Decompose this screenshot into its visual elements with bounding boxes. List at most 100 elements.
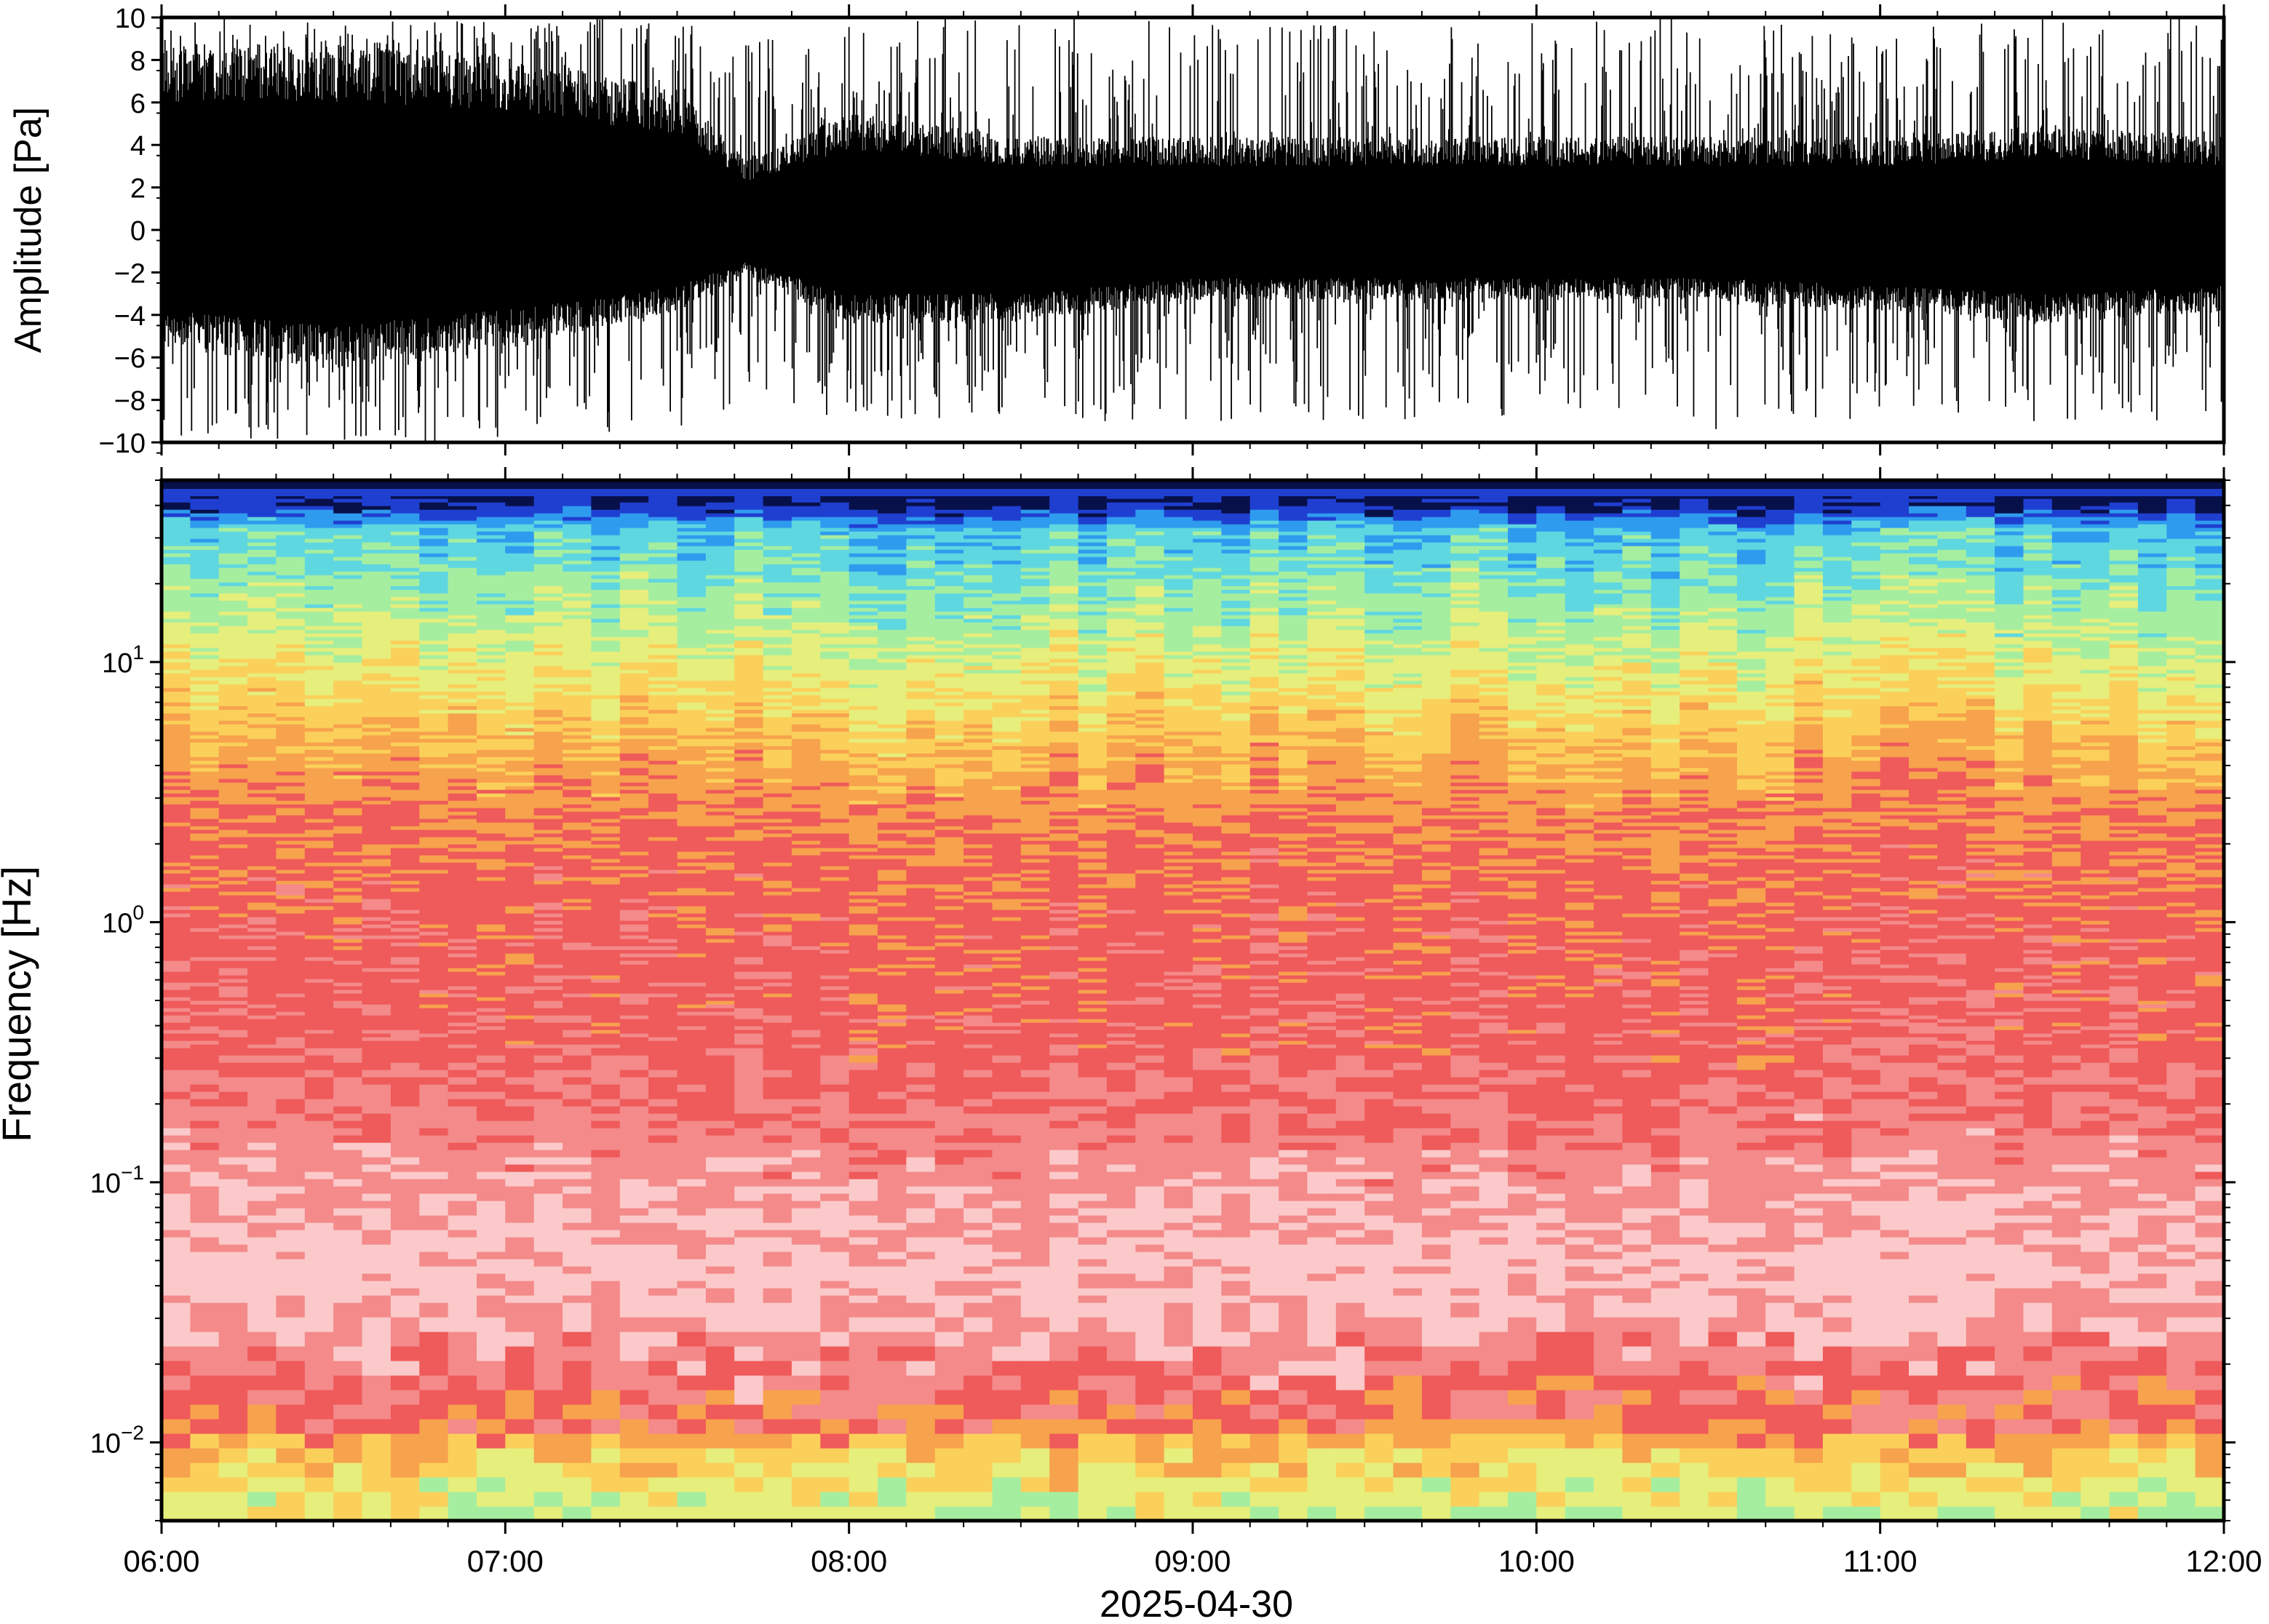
spectrogram-cell	[820, 728, 850, 732]
spectrogram-cell	[419, 840, 449, 845]
spectrogram-cell	[505, 1222, 535, 1230]
spectrogram-cell	[304, 884, 334, 888]
spectrogram-cell	[591, 709, 621, 714]
spectrogram-cell	[533, 779, 563, 783]
spectrogram-cell	[304, 1070, 334, 1078]
spectrogram-cell	[734, 629, 764, 634]
spectrogram-cell	[247, 1084, 277, 1092]
spectrogram-cell	[791, 728, 822, 732]
spectrogram-cell	[734, 1230, 764, 1238]
spectrogram-cell	[304, 1113, 334, 1121]
spectrogram-cell	[419, 946, 449, 950]
spectrogram-cell	[563, 1113, 592, 1121]
spectrogram-cell	[791, 899, 822, 903]
spectrogram-cell	[734, 742, 764, 747]
spectrogram-cell	[190, 793, 220, 797]
spectrogram-cell	[591, 906, 621, 910]
spectrogram-cell	[533, 993, 563, 998]
spectrogram-cell	[419, 1295, 449, 1303]
spectrogram-cell	[619, 815, 649, 819]
spectrogram-cell	[705, 648, 736, 652]
spectrogram-cell	[218, 920, 248, 925]
spectrogram-cell	[705, 971, 736, 976]
spectrogram-cell	[276, 728, 306, 732]
spectrogram-cell	[333, 669, 363, 674]
spectrogram-cell	[734, 1390, 764, 1405]
spectrogram-cell	[705, 986, 736, 990]
spectrogram-cell	[390, 742, 421, 747]
spectrogram-cell	[276, 1259, 306, 1267]
spectrogram-cell	[734, 706, 764, 710]
spectrogram-cell	[677, 1044, 707, 1048]
spectrogram-cell	[190, 873, 220, 877]
spectrogram-cell	[304, 779, 334, 783]
spectrogram-cell	[477, 891, 506, 896]
spectrogram-cell	[533, 611, 563, 616]
spectrogram-cell	[648, 1346, 678, 1361]
spectrogram-cell	[276, 648, 306, 652]
spectrogram-cell	[247, 717, 277, 721]
spectrogram-cell	[419, 1062, 449, 1070]
spectrogram-cell	[162, 793, 191, 797]
spectrogram-cell	[619, 1033, 649, 1038]
spectrogram-cell	[705, 1375, 736, 1390]
spectrogram-cell	[333, 742, 363, 747]
spectrogram-cell	[362, 1015, 392, 1019]
spectrogram-cell	[333, 637, 363, 641]
spectrogram-cell	[390, 1044, 421, 1048]
spectrogram-cell	[162, 982, 191, 987]
spectrogram-cell	[419, 698, 449, 703]
spectrogram-cell	[477, 1419, 506, 1434]
spectrogram-cell	[820, 1091, 850, 1099]
spectrogram-cell	[218, 771, 248, 776]
spectrogram-cell	[734, 731, 764, 736]
spectrogram-cell	[162, 1215, 191, 1223]
spectrogram-cell	[190, 549, 220, 554]
spectrogram-cell	[362, 1084, 392, 1092]
spectrogram-cell	[333, 768, 363, 772]
spectrogram-cell	[362, 542, 392, 546]
spectrogram-cell	[648, 1288, 678, 1296]
spectrogram-cell	[448, 1033, 477, 1038]
spectrogram-cell	[247, 931, 277, 936]
spectrogram-cell	[505, 1302, 535, 1318]
spectrogram-cell	[734, 757, 764, 761]
spectrogram-cell	[705, 1128, 736, 1136]
spectrogram-cell	[648, 1157, 678, 1165]
spectrogram-cell	[705, 1273, 736, 1281]
spectrogram-cell	[734, 575, 764, 579]
spectrogram-cell	[591, 986, 621, 990]
spectrogram-cell	[648, 1040, 678, 1045]
spectrogram-cell	[734, 1048, 764, 1056]
spectrogram-cell	[619, 604, 649, 608]
spectrogram-cell	[448, 964, 477, 968]
spectrogram-cell	[304, 924, 334, 928]
spectrogram-cell	[734, 720, 764, 725]
spectrogram-cell	[619, 1375, 649, 1390]
spectrogram-cell	[477, 899, 506, 903]
spectrogram-cell	[734, 1186, 764, 1194]
spectrogram-cell	[419, 589, 449, 594]
spectrogram-cell	[190, 1201, 220, 1209]
spectrogram-cell	[218, 884, 248, 888]
spectrogram-cell	[362, 935, 392, 939]
spectrogram-cell	[734, 1121, 764, 1129]
spectrogram-cell	[190, 749, 220, 754]
spectrogram-cell	[162, 728, 191, 732]
spectrogram-cell	[276, 589, 306, 594]
spectrogram-cell	[763, 564, 792, 568]
spectrogram-cell	[820, 957, 850, 961]
spectrogram-cell	[820, 1106, 850, 1114]
spectrogram-cell	[563, 891, 592, 896]
spectrogram-cell	[563, 1142, 592, 1150]
spectrogram-cell	[505, 859, 535, 863]
spectrogram-cell	[591, 1433, 621, 1449]
spectrogram-cell	[419, 928, 449, 932]
spectrogram-cell	[333, 688, 363, 692]
spectrogram-cell	[448, 1171, 477, 1179]
spectrogram-cell	[563, 800, 592, 805]
spectrogram-cell	[648, 800, 678, 805]
spectrogram-cell	[734, 764, 764, 768]
spectrogram-cell	[190, 735, 220, 739]
spectrogram-cell	[477, 1302, 506, 1318]
